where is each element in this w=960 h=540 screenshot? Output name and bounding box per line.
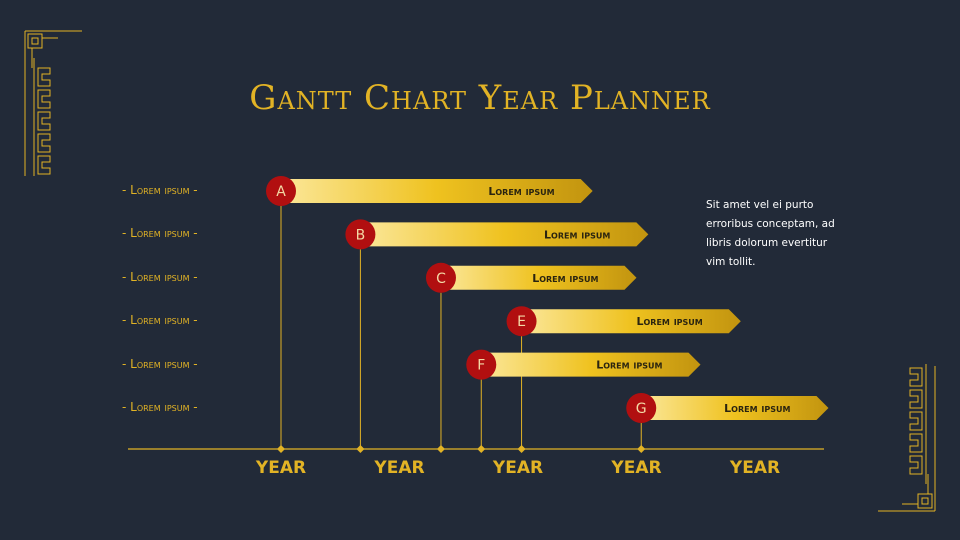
gantt-bar: [641, 396, 829, 420]
slide-title: Gantt Chart Year Planner: [249, 78, 711, 118]
row-label: - Lorem ipsum -: [122, 356, 198, 371]
gantt-bar: [281, 179, 593, 203]
task-marker-circle: [506, 306, 537, 337]
bar-label: Lorem ipsum: [596, 359, 662, 372]
row-label: - Lorem ipsum -: [122, 183, 198, 197]
x-tick-label: YEAR: [729, 458, 780, 478]
gantt-bar: [360, 222, 649, 247]
gantt-bar: [521, 309, 741, 334]
task-marker-letter: E: [517, 314, 526, 330]
bar-label: Lorem ipsum: [724, 402, 790, 415]
bar-label: Lorem ipsum: [544, 228, 610, 241]
task-marker-circle: [626, 393, 657, 423]
x-tick-label: YEAR: [255, 458, 306, 478]
x-tick-label: YEAR: [610, 458, 661, 478]
task-marker-letter: G: [636, 401, 647, 417]
bar-label: Lorem ipsum: [488, 185, 554, 198]
task-marker-letter: B: [356, 227, 366, 243]
gantt-bar: [481, 352, 701, 377]
task-marker-circle: [466, 349, 497, 380]
task-marker-letter: A: [276, 184, 286, 200]
bar-label: Lorem ipsum: [636, 315, 702, 328]
side-description: Sit amet vel ei purto erroribus concepta…: [706, 199, 835, 268]
x-tick-label: YEAR: [492, 458, 543, 478]
gantt-bar: [440, 265, 637, 290]
row-label: - Lorem ipsum -: [122, 269, 198, 284]
bar-label: Lorem ipsum: [532, 272, 598, 285]
row-label: - Lorem ipsum -: [122, 313, 198, 328]
row-label: - Lorem ipsum -: [122, 226, 198, 241]
task-marker-circle: [345, 219, 376, 250]
task-marker-circle: [266, 176, 296, 206]
x-tick-label: YEAR: [373, 458, 424, 478]
task-marker-letter: C: [436, 271, 446, 287]
task-marker-circle: [425, 262, 456, 293]
corner-ornament-bottom-right: [878, 364, 936, 512]
task-marker-letter: F: [477, 358, 485, 374]
row-label: - Lorem ipsum -: [122, 400, 198, 414]
corner-ornament-top-left: [24, 30, 82, 176]
